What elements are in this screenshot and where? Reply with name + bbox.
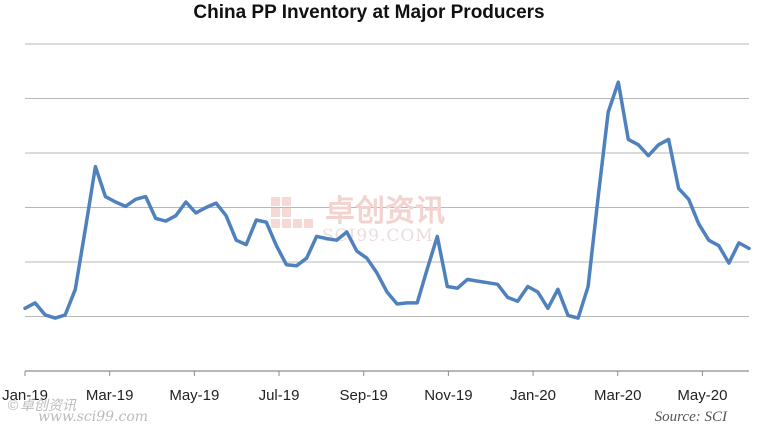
x-tick-label: Jul-19: [259, 387, 300, 404]
chart-title: China PP Inventory at Major Producers: [193, 2, 544, 23]
corner-watermark-mark: ©卓创资讯: [6, 398, 77, 414]
watermark-brand-cn: 卓创资讯: [325, 194, 445, 229]
series-line-inventory: [23, 80, 751, 320]
corner-watermark: ©卓创资讯 www.sci99.com: [6, 398, 148, 425]
watermark-brand-en: SCI99.COM: [322, 226, 434, 246]
watermark-logo-icon: [271, 197, 313, 228]
x-tick-label: Mar-20: [594, 387, 642, 404]
corner-watermark-url: www.sci99.com: [38, 409, 148, 425]
x-tick-label: May-19: [169, 387, 219, 404]
x-tick-label: Sep-19: [340, 387, 388, 404]
x-tick-label: Mar-19: [86, 387, 134, 404]
x-tick-label: May-20: [677, 387, 727, 404]
x-axis-ticks: Jan-19 Mar-19 May-19 Jul-19 Sep-19 Nov-19 Jan-…: [2, 371, 727, 404]
watermark-logo: 卓创资讯 SCI99.COM: [271, 194, 445, 246]
x-tick-label: Nov-19: [424, 387, 472, 404]
x-tick-label: Jan-20: [510, 387, 556, 404]
x-tick-label: Jan-19: [2, 387, 48, 404]
source-note: Source: SCI: [655, 409, 728, 425]
gridlines: [25, 43, 749, 317]
